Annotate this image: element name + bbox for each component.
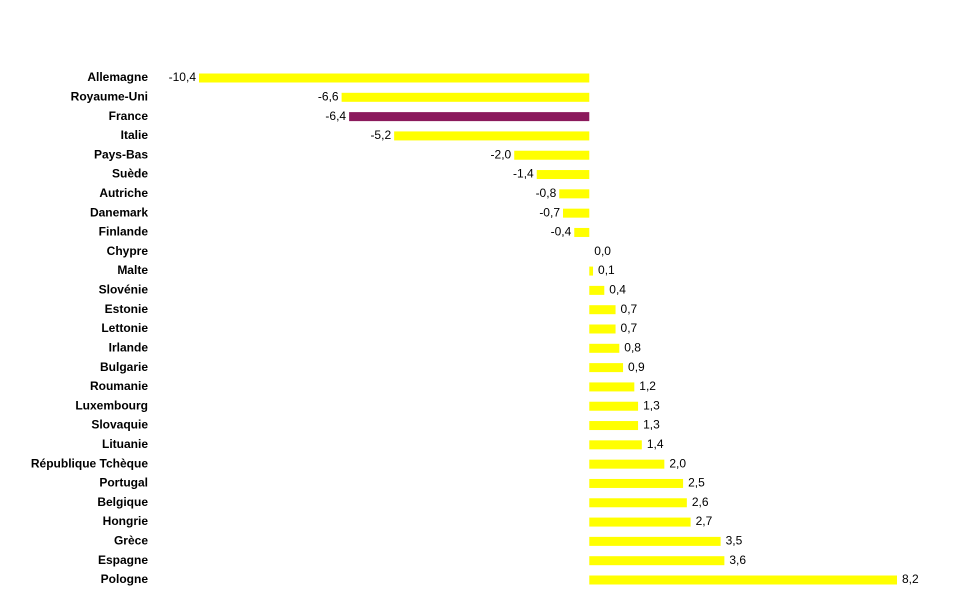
category-label: Pologne: [101, 572, 149, 586]
value-label: -5,2: [370, 128, 391, 142]
bar: [589, 575, 897, 585]
bar: [589, 556, 725, 566]
category-label: Slovénie: [99, 283, 149, 297]
value-label: 0,7: [621, 321, 638, 335]
bar: [574, 227, 590, 237]
category-label: France: [109, 109, 149, 123]
value-label: -0,8: [536, 186, 557, 200]
bar: [589, 498, 687, 508]
value-label: -6,4: [325, 109, 346, 123]
bar: [341, 92, 590, 102]
bar: [536, 170, 590, 180]
category-label: Estonie: [105, 302, 149, 316]
value-label: 2,7: [696, 514, 713, 528]
value-label: 3,6: [729, 553, 746, 567]
bar: [589, 324, 616, 334]
bar: [589, 478, 684, 488]
category-label: Finlande: [99, 225, 149, 239]
value-label: 0,4: [609, 283, 626, 297]
value-label: -6,6: [318, 89, 339, 103]
category-label: Slovaquie: [91, 418, 148, 432]
value-label: -1,4: [513, 167, 534, 181]
bar: [589, 421, 639, 431]
value-label: -0,7: [539, 205, 560, 219]
category-label: Lituanie: [102, 437, 148, 451]
category-label: Lettonie: [101, 321, 148, 335]
value-label: 0,7: [621, 302, 638, 316]
bar: [563, 208, 590, 218]
bar: [589, 266, 594, 276]
category-label: Autriche: [99, 186, 148, 200]
bar: [589, 517, 691, 527]
bar: [589, 285, 605, 295]
value-label: 1,3: [643, 418, 660, 432]
category-label: Pays-Bas: [94, 147, 148, 161]
value-label: 0,0: [594, 244, 611, 258]
category-label: Chypre: [107, 244, 149, 258]
bar: [589, 382, 635, 392]
category-label: Portugal: [99, 476, 148, 490]
category-label: Irlande: [109, 340, 149, 354]
bar: [589, 363, 624, 373]
category-label: Italie: [121, 128, 149, 142]
value-label: 1,4: [647, 437, 664, 451]
category-label: Espagne: [98, 553, 148, 567]
value-label: 0,8: [624, 340, 641, 354]
bar: [589, 401, 639, 411]
value-label: 1,3: [643, 398, 660, 412]
category-label: Luxembourg: [75, 398, 148, 412]
category-label: Bulgarie: [100, 360, 148, 374]
category-label: République Tchèque: [31, 456, 148, 470]
bar: [394, 131, 590, 141]
category-label: Allemagne: [87, 70, 148, 84]
bar: [514, 150, 590, 160]
value-label: 0,1: [598, 263, 615, 277]
category-label: Roumanie: [90, 379, 148, 393]
category-label: Grèce: [114, 534, 148, 548]
bar: [589, 459, 665, 469]
value-label: 8,2: [902, 572, 919, 586]
value-label: 2,6: [692, 495, 709, 509]
category-label: Suède: [112, 167, 148, 181]
bar: [199, 73, 590, 83]
category-label: Hongrie: [103, 514, 149, 528]
bar: [349, 112, 590, 122]
bar: [589, 536, 721, 546]
bar: [589, 440, 642, 450]
bar: [589, 305, 616, 315]
category-label: Belgique: [97, 495, 148, 509]
value-label: 2,0: [669, 456, 686, 470]
value-label: -10,4: [169, 70, 197, 84]
value-label: 0,9: [628, 360, 645, 374]
bar: [589, 343, 620, 353]
value-label: -0,4: [551, 225, 572, 239]
category-label: Malte: [117, 263, 148, 277]
value-label: -2,0: [491, 147, 512, 161]
value-label: 1,2: [639, 379, 656, 393]
category-label: Danemark: [90, 205, 148, 219]
category-label: Royaume-Uni: [71, 89, 148, 103]
bar: [559, 189, 590, 199]
value-label: 2,5: [688, 476, 705, 490]
value-label: 3,5: [726, 534, 743, 548]
